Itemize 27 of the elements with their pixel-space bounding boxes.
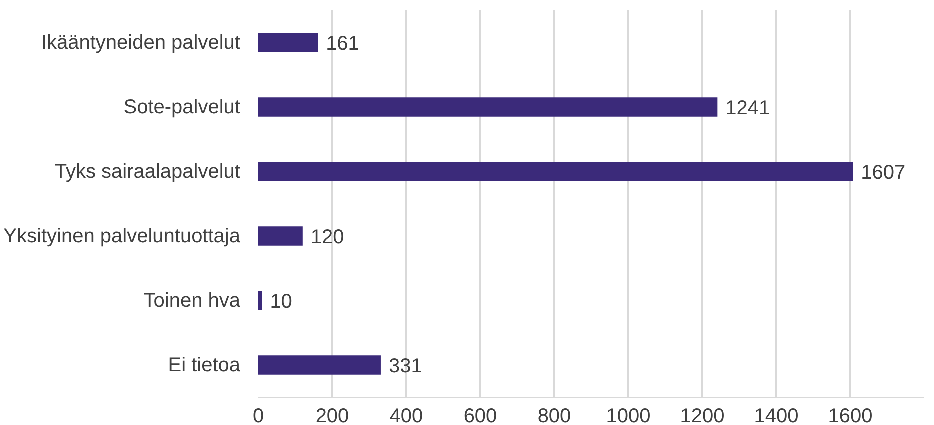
- data-label: 1241: [726, 97, 770, 120]
- bar: [258, 226, 303, 246]
- bar: [258, 291, 262, 310]
- y-tick-label: Tyks sairaalapalvelut: [54, 160, 241, 183]
- y-tick-label: Toinen hva: [144, 290, 242, 312]
- data-label: 331: [388, 355, 422, 378]
- bar: [258, 162, 854, 182]
- y-tick-label: Ikääntyneiden palvelut: [41, 32, 241, 54]
- y-tick-label: Sote-palvelut: [124, 96, 241, 118]
- bar: [258, 98, 718, 117]
- x-tick-label: 0: [252, 406, 264, 425]
- x-tick-label: 600: [464, 406, 498, 425]
- x-tick-label: 1000: [606, 406, 651, 425]
- x-tick-label: 1200: [680, 406, 725, 425]
- x-tick-label: 1400: [754, 406, 799, 425]
- data-label: 1607: [861, 162, 906, 184]
- bar: [258, 356, 381, 375]
- x-tick-label: 1600: [828, 406, 873, 425]
- y-tick-label: Yksityinen palveluntuottaja: [4, 225, 242, 248]
- x-tick-label: 800: [538, 406, 572, 425]
- y-tick-label: Ei tietoa: [168, 354, 242, 376]
- x-tick-label: 400: [390, 406, 424, 425]
- data-label: 10: [270, 290, 292, 313]
- bar: [258, 33, 318, 52]
- data-label: 161: [326, 32, 360, 55]
- x-tick-label: 200: [316, 406, 350, 425]
- data-label: 120: [310, 226, 344, 248]
